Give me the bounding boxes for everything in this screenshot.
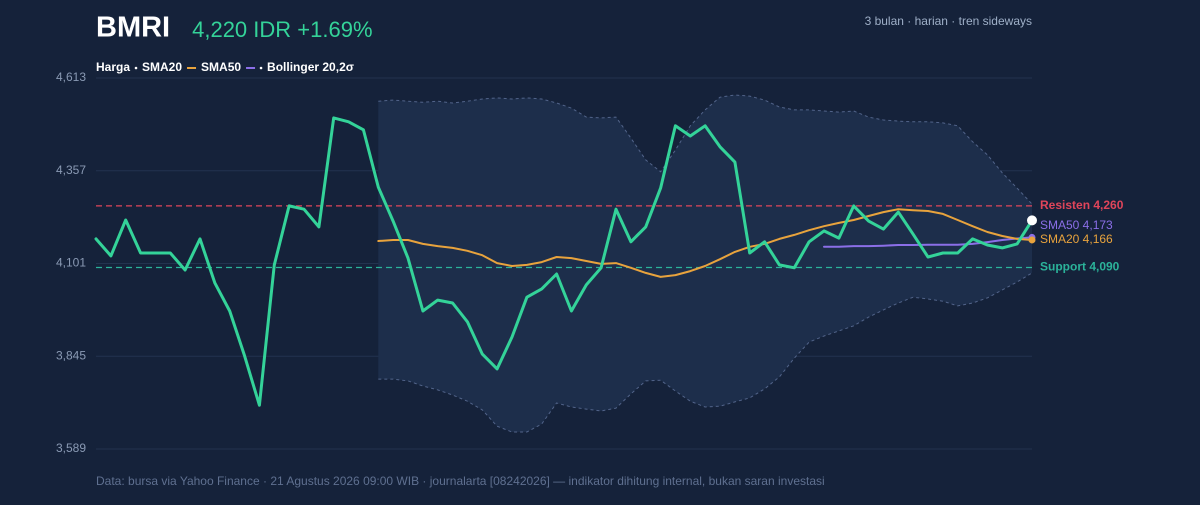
y-tick-label: 4,101 xyxy=(56,256,86,270)
y-tick-label: 4,613 xyxy=(56,70,86,84)
series-line xyxy=(377,208,1033,278)
series-line xyxy=(823,236,1033,248)
series-line xyxy=(94,116,1034,407)
legend-separator xyxy=(134,66,138,70)
legend: Harga SMA20 SMA50 Bollinger 20,2σ xyxy=(96,60,354,74)
bollinger-upper xyxy=(378,94,1033,205)
end-label: SMA20 4,166 xyxy=(1040,232,1113,246)
chart-title: BMRI xyxy=(96,12,170,44)
subtitle: 3 bulan · harian · tren sideways xyxy=(865,14,1032,28)
source: Data: bursa via Yahoo Finance · 21 Agust… xyxy=(96,474,825,488)
y-tick-label: 3,845 xyxy=(56,348,86,362)
bollinger-fill xyxy=(378,95,1032,432)
end-label: SMA50 4,173 xyxy=(1040,218,1113,232)
legend-separator xyxy=(259,66,263,70)
bollinger-lower xyxy=(378,272,1033,433)
legend-label: Harga xyxy=(96,60,130,74)
end-marker xyxy=(1027,215,1037,226)
y-tick-label: 4,357 xyxy=(56,163,86,177)
end-label: Resisten 4,260 xyxy=(1040,198,1124,212)
legend-label: Bollinger 20,2σ xyxy=(267,60,354,74)
y-tick-label: 3,589 xyxy=(56,441,86,455)
legend-label: SMA20 xyxy=(142,60,182,74)
end-label: Support 4,090 xyxy=(1040,260,1120,274)
end-marker xyxy=(1028,236,1036,244)
price-label: 4,220 IDR +1.69% xyxy=(192,17,372,42)
legend-label: SMA50 xyxy=(201,60,241,74)
